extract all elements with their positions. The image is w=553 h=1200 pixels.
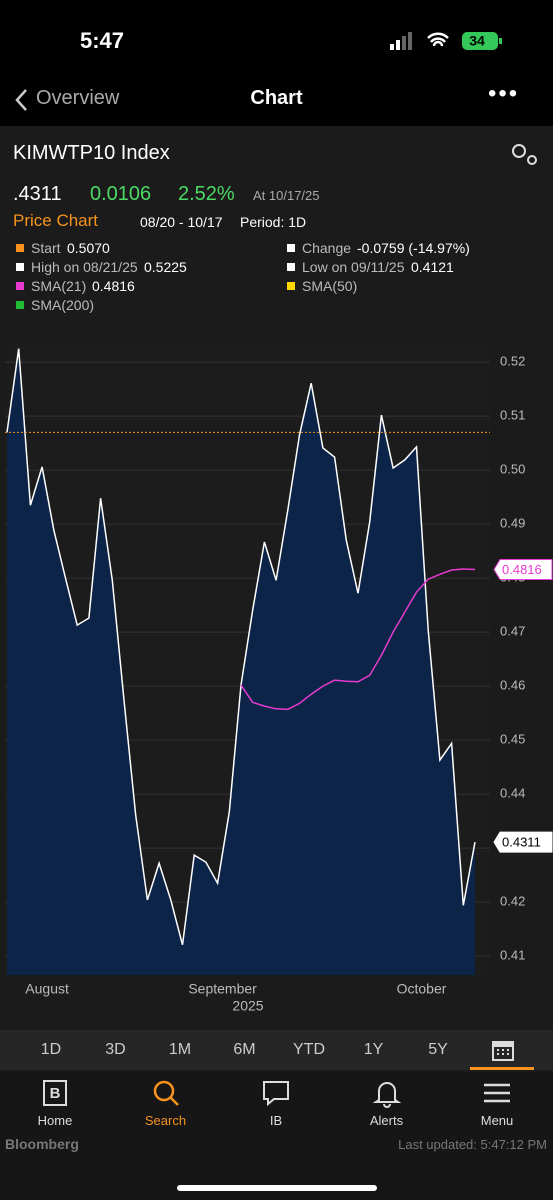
period-tab[interactable]: 6M — [233, 1041, 256, 1058]
x-tick-label: September — [188, 981, 257, 997]
legend-value: -0.0759 (-14.97%) — [357, 240, 470, 256]
value-label: 0.4311 — [502, 835, 541, 850]
back-button[interactable]: Overview — [36, 87, 120, 109]
y-tick-label: 0.41 — [500, 948, 525, 963]
legend-swatch — [16, 301, 24, 309]
section-title: Price Chart — [13, 211, 99, 230]
settings-icon[interactable] — [508, 140, 540, 168]
tab-label[interactable]: Search — [144, 1113, 187, 1128]
legend-swatch — [287, 282, 295, 290]
tab-icon[interactable] — [371, 1078, 403, 1108]
period-tab[interactable]: 5Y — [428, 1041, 448, 1058]
y-tick-label: 0.42 — [500, 894, 525, 909]
period-tab[interactable]: 1D — [40, 1041, 62, 1058]
legend-swatch — [16, 282, 24, 290]
period-bar — [0, 1030, 553, 1070]
tab-label[interactable]: Menu — [480, 1113, 514, 1128]
tab-bar — [0, 1072, 553, 1200]
value-label-box — [493, 558, 553, 580]
value-label: 0.4816 — [502, 562, 542, 577]
last-price: .4311 — [13, 183, 62, 205]
y-tick-label: 0.46 — [500, 678, 525, 693]
nav-title: Chart — [250, 87, 303, 109]
calendar-button[interactable] — [490, 1038, 516, 1062]
selected-indicator — [470, 1067, 534, 1070]
tab-icon[interactable] — [150, 1078, 182, 1108]
as-of: At 10/17/25 — [253, 188, 320, 203]
battery: 34 — [469, 33, 485, 49]
legend-label: SMA(200) — [31, 297, 95, 313]
period: Period: 1D — [240, 214, 307, 230]
y-tick-label: 0.51 — [500, 408, 525, 423]
tab-label[interactable]: Home — [37, 1113, 73, 1128]
legend-label: SMA(21) — [31, 278, 87, 294]
tab-icon[interactable] — [260, 1078, 292, 1108]
index-title: KIMWTP10 Index — [13, 142, 170, 164]
x-tick-label: October — [397, 981, 447, 997]
status-time: 5:47 — [80, 28, 125, 53]
y-tick-label: 0.47 — [500, 624, 525, 639]
legend-label: Low on 09/11/25 — [302, 259, 405, 275]
tab-label[interactable]: Alerts — [369, 1113, 404, 1128]
x-axis-year: 2025 — [232, 998, 263, 1014]
y-tick-label: 0.52 — [500, 354, 525, 369]
brand: Bloomberg — [5, 1136, 79, 1152]
status-icons: 34 — [390, 32, 502, 50]
legend-swatch — [287, 244, 295, 252]
legend-label: Change — [302, 240, 352, 256]
y-tick-label: 0.45 — [500, 732, 525, 747]
change: 0.0106 — [90, 183, 152, 205]
legend-swatch — [287, 263, 295, 271]
legend-swatch — [16, 244, 24, 252]
change-pct: 2.52% — [178, 183, 235, 205]
period-tab[interactable]: 1M — [168, 1041, 192, 1058]
chart: 0.410.420.430.440.450.460.470.480.490.50… — [5, 340, 553, 1014]
value-label-box — [493, 831, 553, 853]
tab-icon[interactable]: B — [39, 1078, 71, 1108]
more-button[interactable]: ••• — [488, 80, 520, 107]
date-range: 08/20 - 10/17 — [140, 214, 223, 230]
period-tab[interactable]: 1Y — [363, 1041, 384, 1058]
x-tick-label: August — [25, 981, 69, 997]
area — [7, 348, 475, 975]
legend-label: Start — [31, 240, 61, 256]
y-tick-label: 0.44 — [500, 786, 525, 801]
legend-label: SMA(50) — [302, 278, 358, 294]
top-bar — [0, 0, 553, 126]
svg-text:B: B — [50, 1085, 61, 1102]
y-tick-label: 0.49 — [500, 516, 525, 531]
tab-label[interactable]: IB — [269, 1113, 283, 1128]
price-line — [6, 348, 476, 945]
sma-line — [240, 568, 476, 711]
home-indicator — [177, 1185, 377, 1191]
legend-value: 0.4816 — [92, 278, 135, 294]
legend-swatch — [16, 263, 24, 271]
legend-value: 0.5070 — [67, 240, 110, 256]
legend-value: 0.4121 — [411, 259, 454, 275]
tab-icon[interactable] — [481, 1078, 513, 1108]
period-tab[interactable]: 3D — [105, 1041, 126, 1058]
period-tab[interactable]: YTD — [293, 1041, 325, 1058]
last-updated: Last updated: 5:47:12 PM — [398, 1137, 547, 1152]
legend-value: 0.5225 — [144, 259, 187, 275]
back-icon[interactable] — [14, 88, 30, 112]
legend-label: High on 08/21/25 — [31, 259, 138, 275]
y-tick-label: 0.50 — [500, 462, 525, 477]
